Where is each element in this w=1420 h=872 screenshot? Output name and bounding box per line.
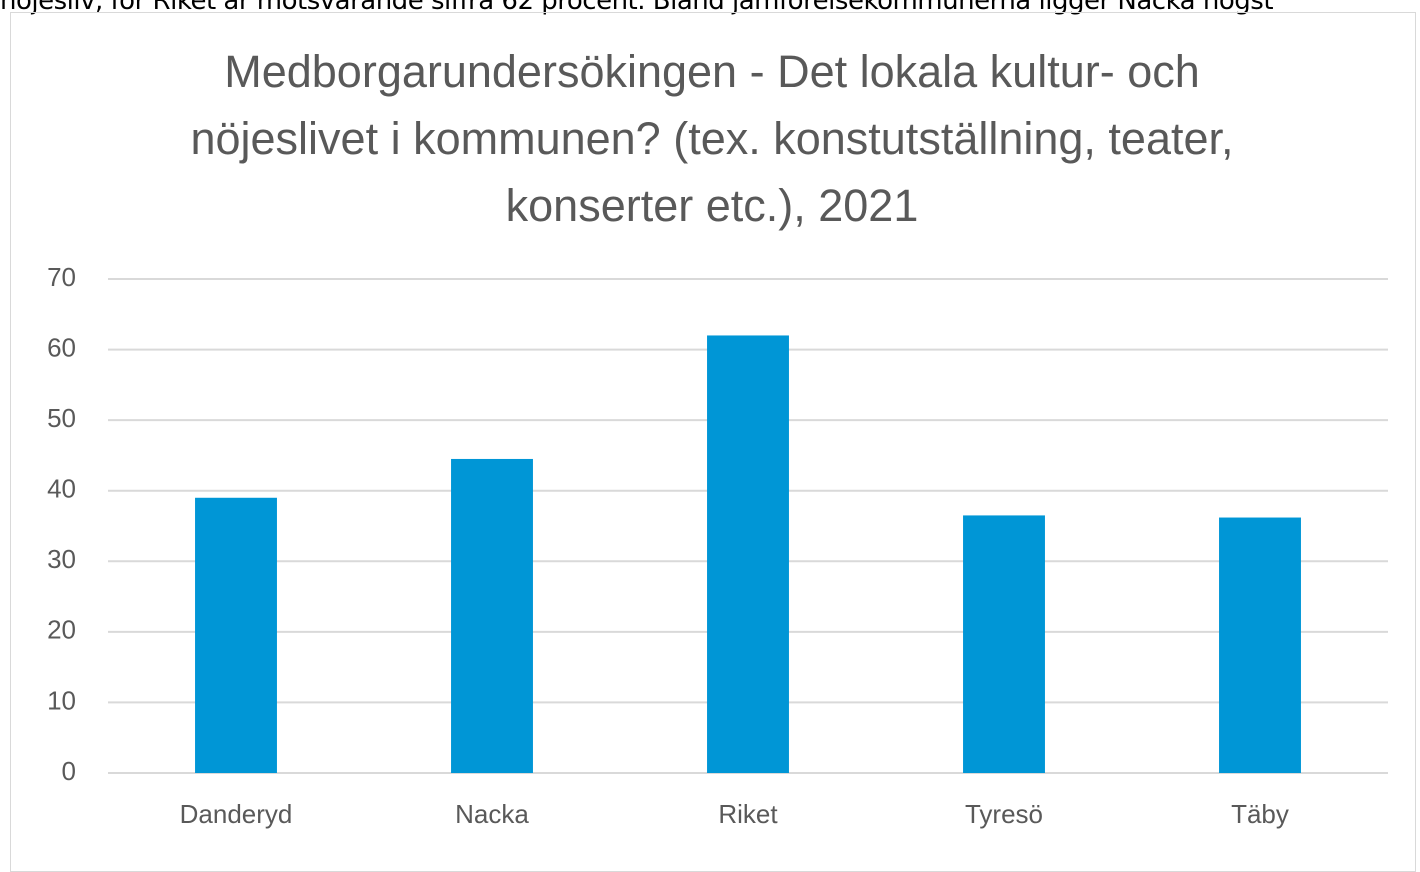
x-tick-label: Täby — [1231, 799, 1289, 829]
y-tick-label: 50 — [47, 403, 76, 433]
y-tick-label: 20 — [47, 615, 76, 645]
x-tick-label: Nacka — [455, 799, 529, 829]
y-tick-label: 70 — [47, 262, 76, 292]
bar — [195, 497, 277, 773]
bar — [451, 458, 533, 773]
y-tick-label: 30 — [47, 544, 76, 574]
y-tick-label: 60 — [47, 332, 76, 362]
x-tick-label: Riket — [718, 799, 778, 829]
y-tick-label: 40 — [47, 474, 76, 504]
bar — [1219, 517, 1301, 773]
y-tick-label: 10 — [47, 685, 76, 715]
bar — [707, 335, 789, 773]
chart-title: Medborgarundersökingen - Det lokala kult… — [190, 46, 1234, 231]
x-tick-label: Tyresö — [965, 799, 1043, 829]
x-tick-label: Danderyd — [180, 799, 293, 829]
bar — [963, 515, 1045, 773]
y-tick-label: 0 — [62, 756, 76, 786]
